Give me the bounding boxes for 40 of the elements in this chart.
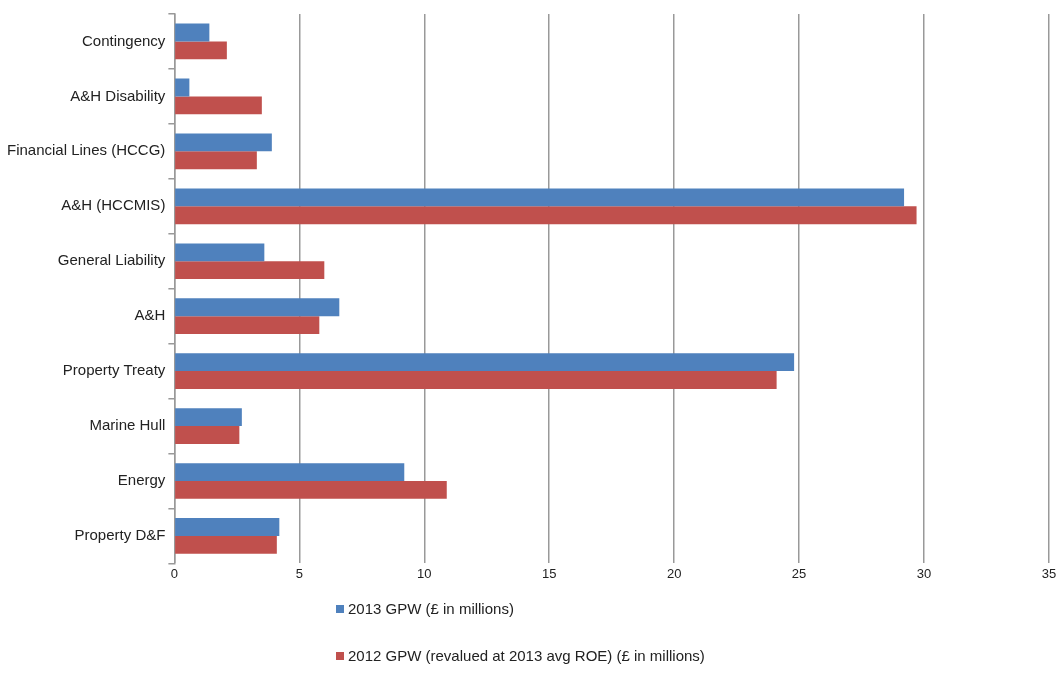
bar [175, 535, 277, 554]
x-tick-label: 25 [791, 565, 807, 581]
bar [175, 151, 257, 170]
x-tick-label: 20 [666, 565, 682, 581]
y-tick-label: Marine Hull [89, 416, 166, 434]
bar [175, 261, 325, 280]
x-tick-label: 35 [1041, 565, 1057, 581]
y-tick-label: A&H Disability [70, 86, 166, 104]
bar [175, 316, 320, 335]
y-tick-label: Property D&F [74, 526, 166, 544]
y-tick-label: A&H (HCCMIS) [61, 196, 166, 214]
x-tick-label: 15 [541, 565, 557, 581]
y-tick-label: Property Treaty [62, 361, 166, 379]
x-tick-label: 0 [170, 565, 178, 581]
bar [175, 96, 262, 115]
bar [175, 518, 280, 536]
bar [175, 243, 265, 262]
bar [175, 23, 210, 42]
y-tick-label: Energy [117, 471, 166, 489]
y-tick-label: General Liability [57, 251, 166, 269]
bar [175, 298, 340, 317]
bar [175, 188, 905, 207]
x-tick-label: 10 [417, 565, 432, 581]
bar [175, 41, 227, 60]
y-tick-label: Contingency [81, 31, 166, 49]
bar [175, 133, 272, 152]
x-tick-label: 30 [916, 565, 932, 581]
bar [175, 408, 242, 427]
legend-label: 2013 GPW (£ in millions) [348, 600, 514, 617]
bar [175, 426, 240, 444]
bar [175, 353, 795, 372]
y-tick-label: Financial Lines (HCCG) [6, 141, 166, 159]
x-tick-label: 5 [295, 565, 303, 581]
y-tick-label: A&H [134, 306, 166, 324]
bar [175, 371, 777, 389]
bar [175, 480, 447, 499]
legend-label: 2012 GPW (revalued at 2013 avg ROE) (£ in millions) [348, 647, 705, 664]
bar [175, 206, 917, 225]
bar [175, 463, 405, 481]
bar [175, 78, 190, 97]
